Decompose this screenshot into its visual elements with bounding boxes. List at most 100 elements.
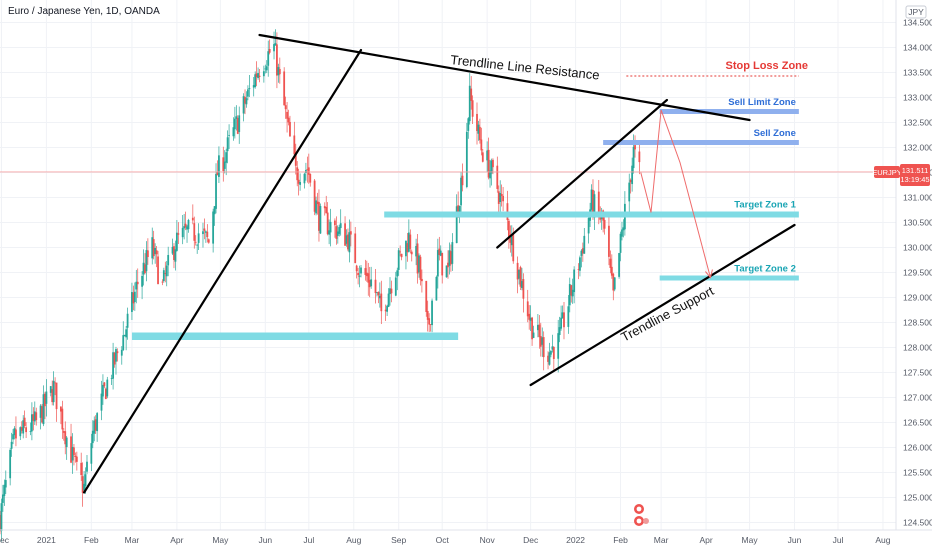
currency-label: JPY [908,7,924,17]
candle-body [49,386,52,393]
candle-body [445,265,448,278]
candles [0,29,641,542]
candle-body [174,249,177,262]
candle-body [232,127,235,137]
candle-body [587,218,590,234]
event-icons[interactable] [634,504,649,526]
candle-body [212,211,215,244]
candle-body [104,388,107,400]
candle-body [146,250,149,258]
symbol-badge [874,166,900,178]
candle-body [132,292,135,304]
candle-body [228,134,230,136]
candle-body [360,267,362,274]
candle-body [613,277,616,290]
candle-body [131,292,133,312]
time-tick-label: Feb [84,535,99,545]
price-tick-label: 126.000 [903,443,932,453]
candle-body [409,234,412,249]
candle-body [81,476,84,493]
candle-body [490,160,493,174]
time-tick-label: 2022 [566,535,585,545]
candle-body [399,251,402,253]
candle-body [245,98,248,105]
time-axis[interactable]: Dec 2021 Feb Mar Apr May Jun Jul Aug Sep Oct Nov Dec… [0,535,891,545]
candle-body [165,265,168,277]
candle-body [471,100,474,117]
candle-body [155,250,158,255]
candle-body [157,256,159,285]
candle-body [262,71,265,77]
time-tick-label: Jun [788,535,802,545]
candle-body [316,201,319,205]
candle-body [0,503,3,532]
price-axis[interactable]: 134.500 134.000 133.500 133.000 132.500 132.0… [903,18,932,528]
candle-body [75,456,78,462]
candle-body [528,313,531,320]
trendlines [82,33,796,494]
trendline [258,33,751,122]
candle-body [126,313,129,328]
candle-body [83,483,85,491]
candle-body [418,255,420,273]
zone-box [659,109,799,114]
candle-body [619,233,622,253]
candle-body [468,85,471,122]
candle-body [268,49,271,53]
time-tick-label: Sep [391,535,406,545]
candle-body [222,157,225,172]
candle-body [348,232,351,253]
candle-body [45,391,48,404]
candle-body [20,427,23,431]
time-tick-label: Mar [654,535,669,545]
time-tick-label: Jul [303,535,314,545]
candle-body [336,231,339,236]
zone-label: Target Zone 1 [734,200,796,211]
candle-body [296,167,299,181]
candle-body [354,233,357,264]
candle-body [264,68,267,70]
symbol-badge-text: EURJPY [872,168,902,177]
candle-body [628,182,631,202]
event-more-icon[interactable] [643,518,649,524]
zone-box [131,332,459,340]
candle-body [103,382,106,387]
trendline [529,223,796,387]
candle-body [299,182,302,185]
candle-body [100,393,103,411]
candle-body [247,89,249,97]
candle-body [125,329,128,338]
candle-body [345,235,348,244]
candle-body [326,212,329,235]
candle-body [460,177,462,206]
candle-body [410,251,413,255]
candle-body [238,115,241,132]
candle-body [447,262,449,268]
candle-body [499,193,502,203]
candle-body [367,273,370,283]
candle-body [397,250,400,270]
currency-badge[interactable] [905,5,927,19]
candle-body [431,300,433,326]
candle-body [61,408,64,430]
candle-body [51,389,54,403]
zone-box [603,140,799,145]
candle-body [225,152,228,163]
candle-body [516,262,519,280]
dividend-icon-inner [636,518,642,524]
candle-body [65,437,68,448]
candle-body [278,68,281,75]
candle-body [457,205,460,216]
zone-label: Sell Limit Zone [728,97,796,108]
candle-body [370,279,373,287]
candle-body [570,285,573,296]
candle-body [593,194,596,218]
candle-body [536,324,539,331]
countdown-timer: 13:19:45 [900,175,929,184]
candle-body [428,318,431,325]
candle-body [162,270,165,281]
candle-body [368,279,371,288]
candle-body [106,379,109,397]
